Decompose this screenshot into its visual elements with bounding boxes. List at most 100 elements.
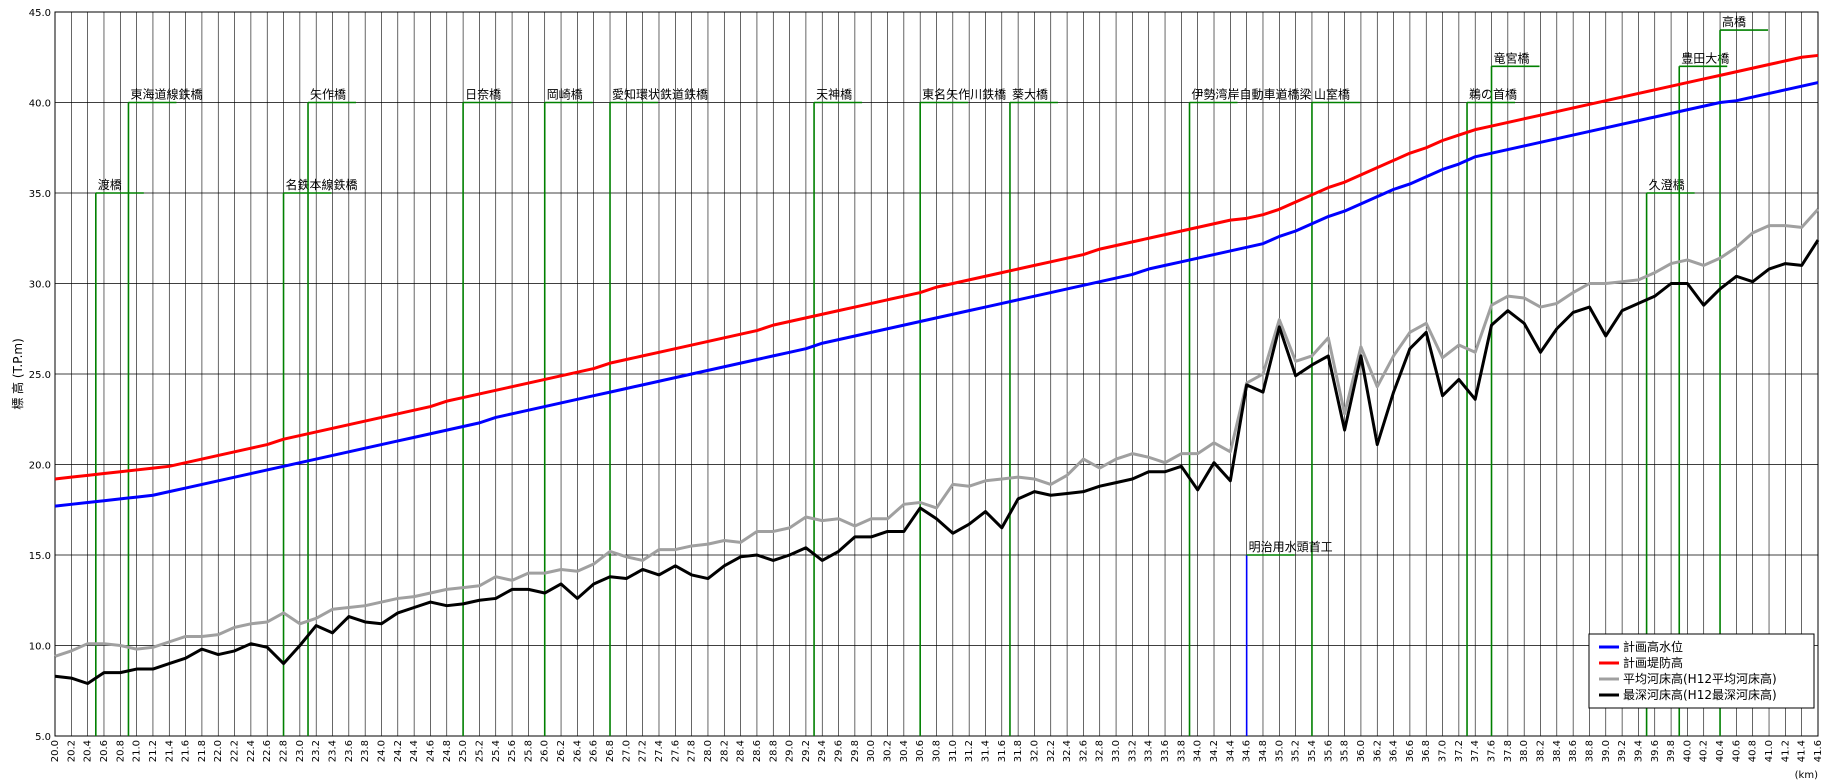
x-tick-label: 21.8 (197, 740, 208, 762)
legend-label: 最深河床高(H12最深河床高) (1623, 687, 1777, 702)
x-axis-label: (km) (1795, 770, 1818, 780)
x-tick-label: 40.6 (1731, 740, 1742, 762)
annotation-label: 東名矢作川鉄橋 (922, 87, 1006, 102)
x-tick-label: 39.0 (1601, 740, 1612, 762)
x-tick-label: 38.2 (1535, 740, 1546, 762)
x-tick-label: 32.0 (1029, 740, 1040, 762)
x-tick-label: 25.0 (458, 740, 469, 762)
series-line (54, 81, 1819, 508)
x-tick-label: 20.4 (83, 740, 94, 762)
x-tick-label: 32.8 (1095, 740, 1106, 762)
annotation-label: 豊田大橋 (1681, 51, 1729, 65)
x-tick-label: 38.4 (1552, 740, 1563, 762)
x-tick-label: 26.6 (589, 740, 600, 762)
x-tick-label: 20.0 (50, 740, 61, 762)
x-tick-label: 28.8 (768, 740, 779, 762)
x-tick-label: 35.6 (1323, 740, 1334, 762)
x-tick-label: 32.4 (1062, 740, 1073, 762)
x-tick-label: 39.2 (1617, 740, 1628, 762)
x-tick-label: 32.6 (1078, 740, 1089, 762)
x-tick-label: 26.4 (572, 740, 583, 762)
x-tick-label: 27.2 (638, 740, 649, 762)
x-tick-label: 36.6 (1405, 740, 1416, 762)
annotation-label: 鵜の首橋 (1469, 88, 1517, 102)
x-tick-label: 27.6 (670, 740, 681, 762)
x-tick-label: 20.6 (99, 740, 110, 762)
x-tick-label: 22.8 (279, 740, 290, 762)
annotation-label: 葵大橋 (1012, 88, 1048, 102)
x-tick-label: 36.0 (1356, 740, 1367, 762)
x-tick-label: 31.4 (980, 740, 991, 762)
x-tick-label: 24.8 (442, 740, 453, 762)
x-tick-label: 26.8 (605, 740, 616, 762)
x-tick-label: 34.8 (1258, 740, 1269, 762)
y-axis-label: 標 高 (T.P.m) (10, 338, 25, 410)
series-line (54, 53, 1819, 481)
x-tick-label: 27.0 (621, 740, 632, 762)
x-tick-label: 30.6 (915, 740, 926, 762)
x-tick-label: 21.0 (132, 740, 143, 762)
x-tick-label: 28.6 (752, 740, 763, 762)
x-tick-label: 25.2 (474, 740, 485, 762)
x-tick-label: 22.6 (262, 740, 273, 762)
x-tick-label: 21.6 (181, 740, 192, 762)
x-tick-label: 36.8 (1421, 740, 1432, 762)
x-tick-label: 40.8 (1748, 740, 1759, 762)
y-tick-label: 35.0 (29, 189, 51, 200)
annotation-label: 愛知環状鉄道鉄橋 (612, 87, 708, 102)
x-tick-label: 30.2 (883, 740, 894, 762)
x-tick-label: 41.6 (1813, 740, 1824, 762)
x-tick-label: 27.4 (654, 740, 665, 762)
y-tick-label: 45.0 (29, 8, 51, 19)
x-tick-label: 22.0 (213, 740, 224, 762)
y-tick-label: 30.0 (29, 280, 51, 291)
annotation-label: 天神橋 (816, 88, 852, 102)
annotation-label: 名鉄本線鉄橋 (286, 177, 358, 192)
x-tick-label: 37.6 (1487, 740, 1498, 762)
x-tick-label: 40.2 (1699, 740, 1710, 762)
y-tick-label: 40.0 (29, 99, 51, 110)
annotation-label: 日奈橋 (465, 88, 501, 102)
x-tick-label: 29.8 (850, 740, 861, 762)
x-tick-label: 39.4 (1633, 740, 1644, 762)
x-tick-label: 23.2 (311, 740, 322, 762)
x-tick-label: 33.4 (1144, 740, 1155, 762)
x-tick-label: 35.4 (1307, 740, 1318, 762)
y-tick-label: 10.0 (29, 642, 51, 653)
x-tick-label: 41.2 (1780, 740, 1791, 762)
x-tick-label: 37.0 (1438, 740, 1449, 762)
x-tick-label: 23.6 (344, 740, 355, 762)
x-tick-label: 28.0 (703, 740, 714, 762)
x-tick-label: 21.4 (164, 740, 175, 762)
annotation-label: 高橋 (1722, 14, 1746, 29)
x-tick-label: 24.4 (409, 740, 420, 762)
x-tick-label: 40.4 (1715, 740, 1726, 762)
x-tick-label: 31.8 (1013, 740, 1024, 762)
x-tick-label: 25.8 (523, 740, 534, 762)
x-tick-label: 26.0 (540, 740, 551, 762)
x-tick-label: 26.2 (556, 740, 567, 762)
x-tick-label: 39.6 (1650, 740, 1661, 762)
x-tick-label: 33.8 (1176, 740, 1187, 762)
legend-label: 計画堤防高 (1623, 655, 1683, 670)
x-tick-label: 31.6 (997, 740, 1008, 762)
x-tick-label: 30.4 (899, 740, 910, 762)
annotation-label: 渡橋 (98, 177, 122, 192)
x-tick-label: 24.2 (393, 740, 404, 762)
x-tick-label: 31.2 (964, 740, 975, 762)
x-tick-label: 25.4 (491, 740, 502, 762)
x-tick-label: 23.4 (328, 740, 339, 762)
x-tick-label: 38.6 (1568, 740, 1579, 762)
x-tick-label: 34.0 (1193, 740, 1204, 762)
y-tick-label: 5.0 (35, 732, 51, 743)
x-tick-label: 29.2 (801, 740, 812, 762)
x-tick-label: 22.2 (230, 740, 241, 762)
x-tick-label: 41.0 (1764, 740, 1775, 762)
annotation-label: 矢作橋 (310, 88, 346, 102)
annotation-label: 伊勢湾岸自動車道橋梁 (1192, 87, 1312, 102)
x-tick-label: 37.2 (1454, 740, 1465, 762)
annotation-label: 竜宮橋 (1494, 50, 1530, 65)
y-tick-label: 25.0 (29, 370, 51, 381)
legend-box (1588, 633, 1815, 709)
